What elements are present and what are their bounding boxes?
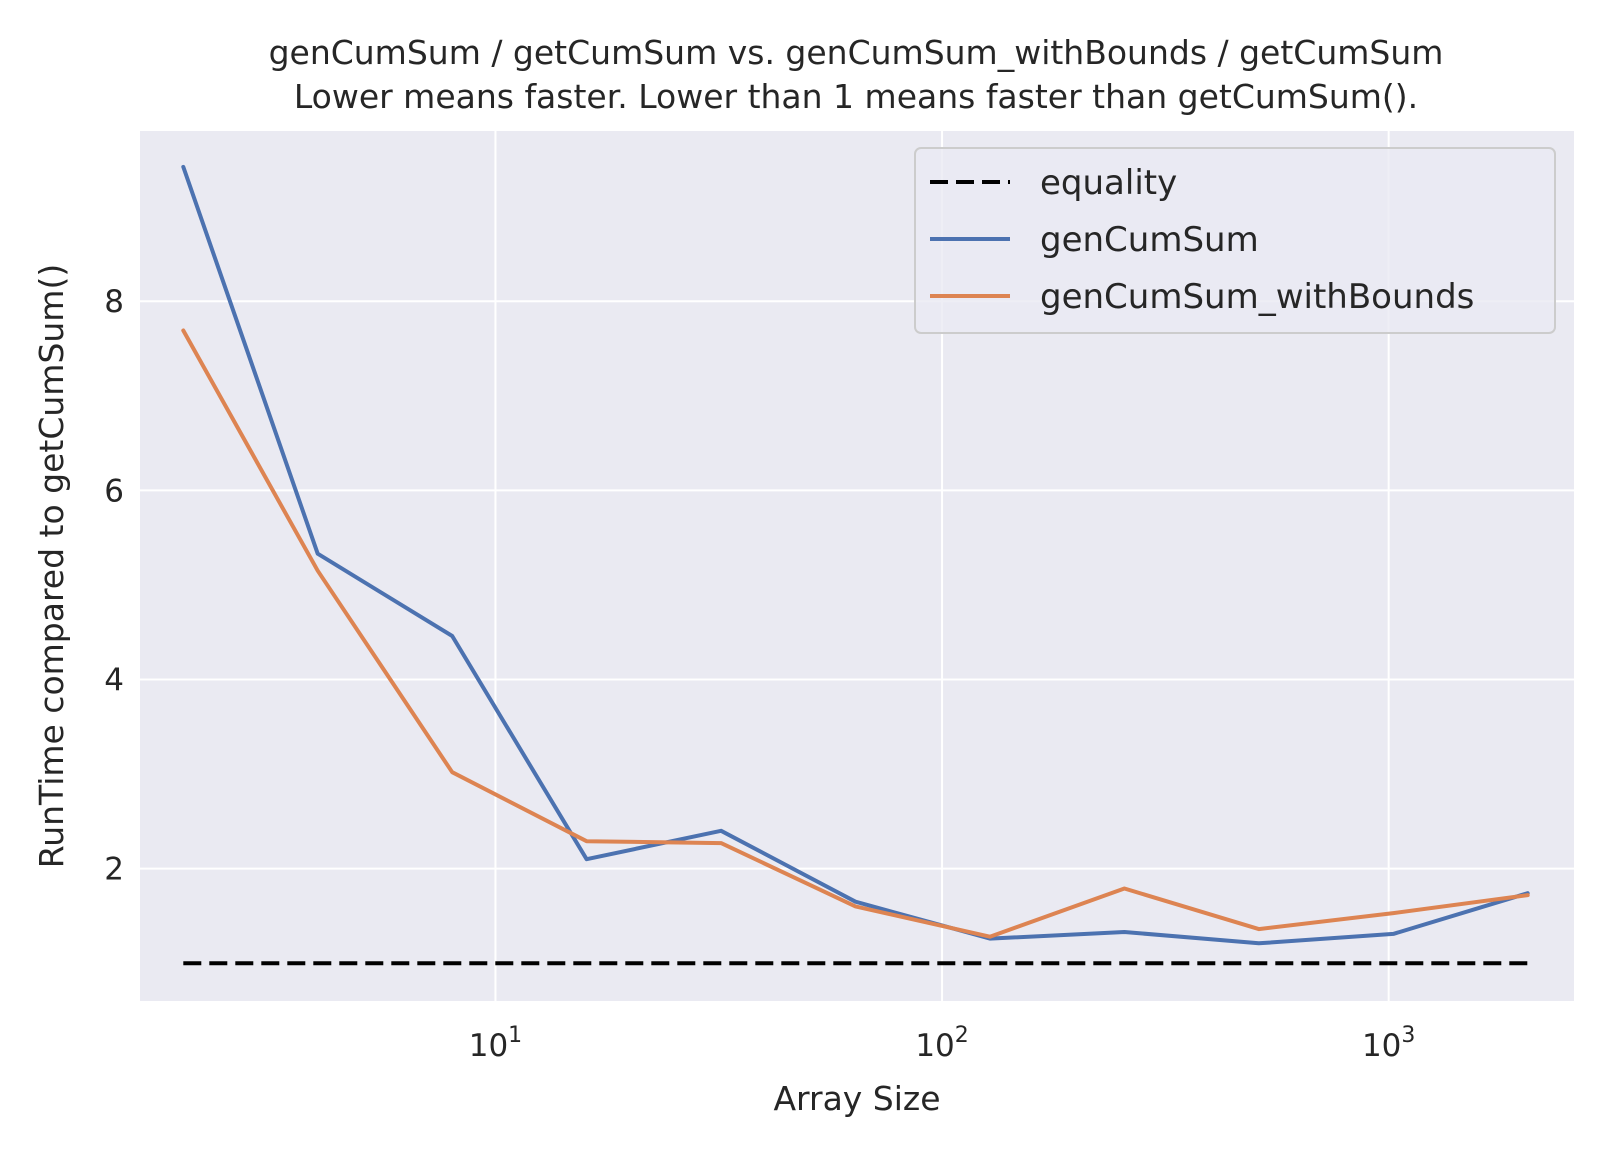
x-axis-label: Array Size bbox=[773, 1079, 940, 1118]
legend-label-genCumSum_withBounds: genCumSum_withBounds bbox=[1040, 277, 1474, 317]
legend-label-genCumSum: genCumSum bbox=[1040, 220, 1259, 260]
legend-label-equality: equality bbox=[1040, 163, 1177, 203]
x-tick-label: 103 bbox=[1362, 1023, 1415, 1064]
series-lines bbox=[181, 164, 1530, 966]
y-tick-label: 4 bbox=[104, 662, 124, 698]
series-line-genCumSum bbox=[181, 164, 1530, 946]
grid bbox=[140, 131, 1574, 1001]
series-line-genCumSum_withBounds bbox=[181, 328, 1530, 939]
y-tick-label: 2 bbox=[104, 852, 124, 888]
legend-box bbox=[914, 147, 1556, 334]
chart-title: genCumSum / getCumSum vs. genCumSum_with… bbox=[269, 33, 1444, 72]
legend: equality genCumSum genCumSum_withBounds bbox=[914, 147, 1556, 334]
y-axis-label: RunTime compared to getCumSum() bbox=[32, 264, 71, 868]
y-tick-label: 6 bbox=[104, 473, 124, 509]
chart-subtitle: Lower means faster. Lower than 1 means f… bbox=[294, 77, 1418, 116]
x-tick-label: 101 bbox=[469, 1023, 522, 1064]
x-tick-label: 102 bbox=[915, 1023, 968, 1064]
tick-labels: 2 4 6 8 101 102 103 bbox=[104, 284, 1415, 1064]
y-tick-label: 8 bbox=[104, 284, 124, 320]
